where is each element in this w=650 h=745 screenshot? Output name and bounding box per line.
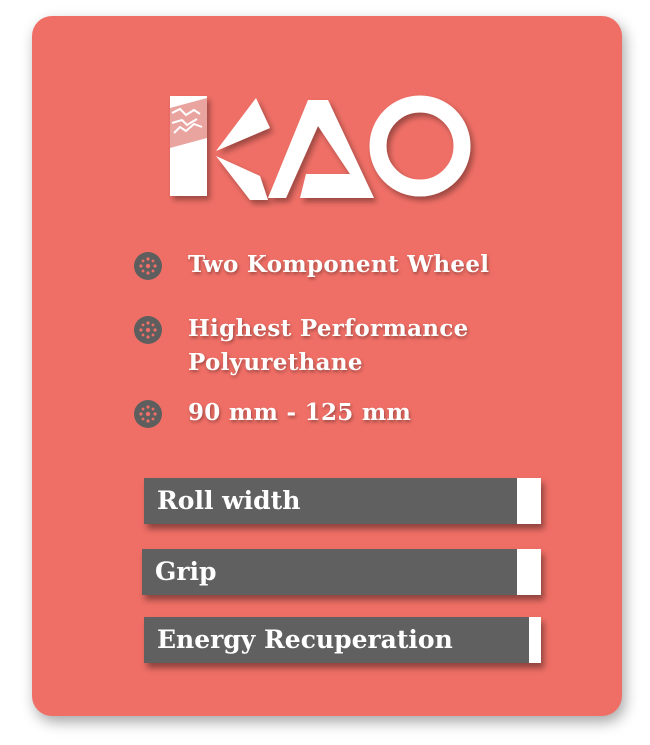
rating-label: Grip [155, 557, 217, 586]
feature-text: Two Komponent Wheel [188, 251, 490, 278]
feature-text: Polyurethane [188, 349, 363, 376]
rating-fill [144, 478, 518, 524]
rating-fill [142, 549, 518, 595]
rating-label: Roll width [157, 486, 301, 515]
feature-item: Highest Performance Polyurethane [133, 312, 469, 380]
wheel-icon [134, 316, 162, 344]
feature-item: 90 mm - 125 mm [133, 396, 411, 430]
rating-bar-grip: Grip [142, 549, 541, 595]
rating-label: Energy Recuperation [157, 625, 453, 654]
rating-fill [144, 617, 530, 663]
kao-logo [170, 95, 471, 200]
rating-bar-roll-width: Roll width [144, 478, 541, 524]
wheel-icon [134, 252, 162, 280]
feature-item: Two Komponent Wheel [133, 248, 489, 282]
wheel-icon [134, 400, 162, 428]
feature-text: 90 mm - 125 mm [188, 399, 412, 426]
rating-bar-energy-recuperation: Energy Recuperation [144, 617, 541, 663]
feature-text: Highest Performance [188, 315, 469, 342]
